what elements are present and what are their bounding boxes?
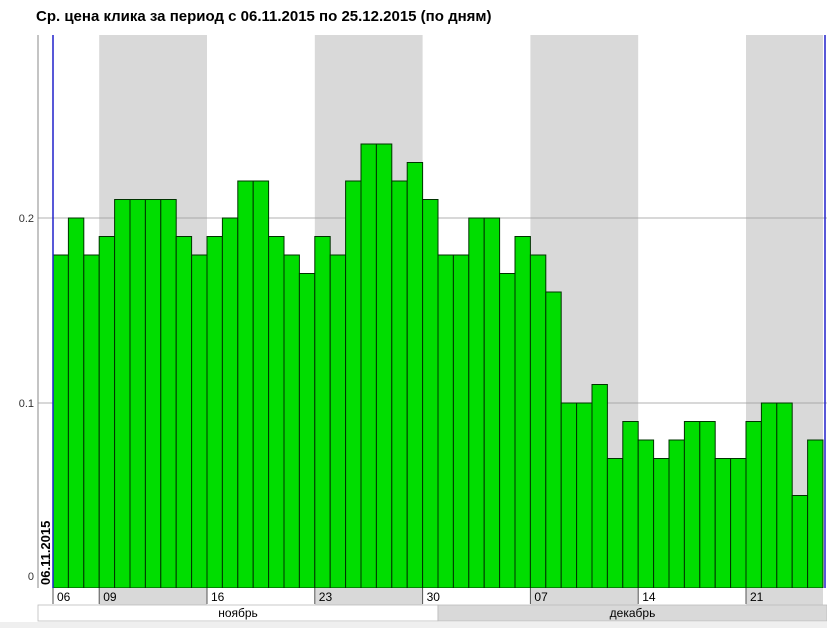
y-axis: 0 0.1 0.2: [19, 213, 34, 583]
bar: [237, 180, 254, 589]
bar: [745, 421, 762, 589]
start-date-label: 06.11.2015: [38, 521, 53, 585]
bar: [191, 254, 208, 589]
chart-title: Ср. цена клика за период с 06.11.2015 по…: [36, 8, 492, 25]
bar: [83, 254, 100, 589]
x-tick-label: 21: [750, 590, 764, 604]
bar: [807, 439, 824, 589]
x-tick-label: 23: [319, 590, 333, 604]
x-tick-label: 06: [57, 590, 71, 604]
bar: [468, 217, 485, 589]
x-axis: 06 09 16 23 30 07 14 21 ноябрь декабрь: [37, 588, 827, 622]
bar: [514, 236, 531, 589]
bar: [637, 439, 655, 589]
bar: [67, 217, 85, 589]
bar: [452, 254, 470, 589]
bar: [268, 236, 285, 589]
bar: [606, 458, 624, 589]
bar: [298, 273, 316, 589]
day-axis-band: [99, 588, 207, 605]
bar: [283, 254, 300, 589]
bar: [406, 162, 424, 589]
x-tick-label: 14: [642, 590, 656, 604]
bar: [730, 458, 747, 589]
bar: [129, 199, 146, 589]
month-label: декабрь: [610, 606, 656, 620]
bar: [114, 199, 131, 589]
bar: [345, 180, 362, 589]
y-tick-label: 0.1: [19, 398, 34, 410]
x-tick-label: 16: [211, 590, 225, 604]
bar: [98, 236, 116, 589]
bar: [714, 458, 732, 589]
x-tick-label: 07: [534, 590, 548, 604]
bar: [221, 217, 239, 589]
range-bounds: 06.11.2015: [37, 35, 826, 588]
bar: [314, 236, 331, 589]
bar: [653, 458, 670, 589]
bar: [160, 199, 177, 589]
bar: [483, 217, 501, 589]
bar: [622, 421, 639, 589]
bar: [437, 254, 454, 589]
bar: [668, 439, 685, 589]
bar: [791, 495, 809, 589]
bar: [52, 254, 69, 589]
bar: [360, 143, 377, 589]
day-axis-band: [746, 588, 823, 605]
bar: [391, 180, 408, 589]
bar: [499, 273, 516, 589]
bar: [375, 143, 393, 589]
bar: [760, 402, 778, 589]
month-band: [437, 604, 827, 622]
x-tick-label: 30: [427, 590, 441, 604]
bar: [175, 236, 193, 589]
x-tick-label: 09: [103, 590, 117, 604]
bar: [329, 254, 347, 589]
footer-strip: [0, 622, 827, 628]
bar: [206, 236, 223, 589]
day-axis-band: [314, 588, 423, 605]
bar: [144, 199, 162, 589]
bar: [683, 421, 701, 589]
bar: [252, 180, 270, 589]
bar: [560, 402, 578, 589]
y-tick-label: 0: [28, 571, 34, 583]
month-label: ноябрь: [218, 606, 258, 620]
bar: [529, 254, 547, 589]
bar: [545, 291, 562, 589]
bar: [422, 199, 439, 589]
bar: [776, 402, 793, 589]
bar-series: [52, 143, 824, 589]
bar: [576, 402, 593, 589]
bar: [591, 384, 608, 589]
y-tick-label: 0.2: [19, 213, 34, 225]
day-axis-band: [530, 588, 639, 605]
bar: [699, 421, 716, 589]
